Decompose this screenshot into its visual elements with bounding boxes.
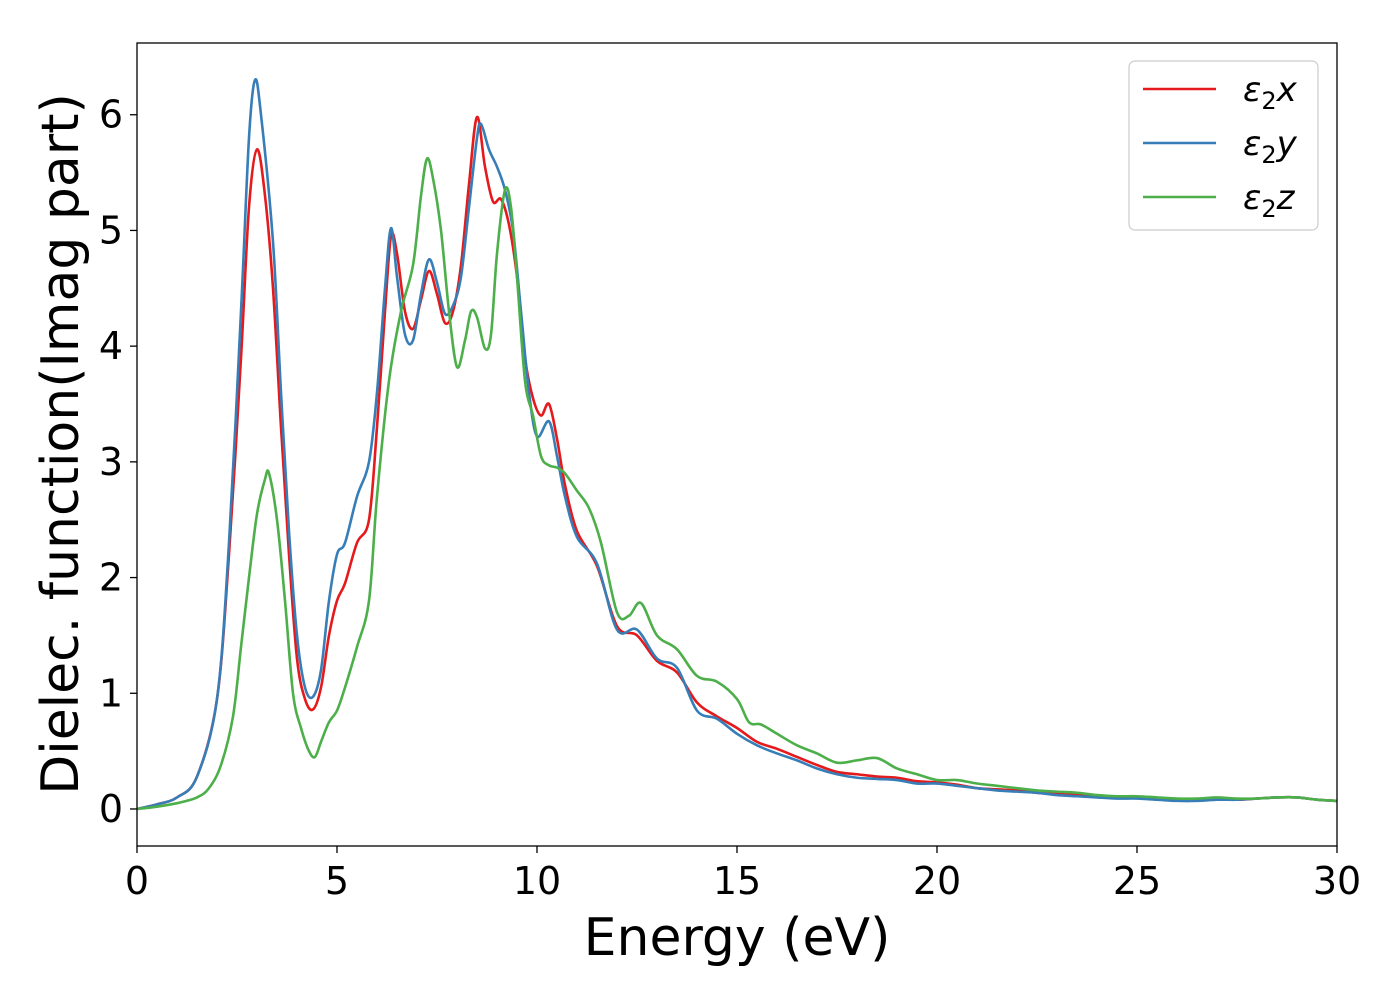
x-tick-label: 5 bbox=[325, 859, 349, 903]
y-axis-label: Dielec. function(Imag part) bbox=[31, 93, 91, 795]
x-tick-label: 15 bbox=[713, 859, 761, 903]
x-axis-ticks: 0 5 10 15 20 25 30 bbox=[125, 846, 1361, 903]
y-tick-label: 1 bbox=[99, 671, 123, 715]
y-tick-label: 5 bbox=[99, 208, 123, 252]
legend-label-y: ε2y bbox=[1243, 124, 1298, 169]
y-axis-ticks: 0 1 2 3 4 5 6 bbox=[99, 93, 137, 831]
plot-lines bbox=[137, 78, 1337, 811]
y-tick-label: 3 bbox=[99, 440, 123, 484]
x-tick-label: 25 bbox=[1113, 859, 1161, 903]
series-line-z bbox=[137, 156, 1337, 811]
x-tick-label: 10 bbox=[513, 859, 561, 903]
x-tick-label: 20 bbox=[913, 859, 961, 903]
y-tick-label: 0 bbox=[99, 787, 123, 831]
legend-box bbox=[1128, 60, 1319, 231]
x-axis-label: Energy (eV) bbox=[584, 908, 891, 968]
legend-label-z: ε2z bbox=[1243, 178, 1296, 223]
y-tick-label: 6 bbox=[99, 93, 123, 137]
legend: ε2x ε2y ε2z bbox=[1128, 60, 1319, 231]
legend-label-x: ε2x bbox=[1243, 70, 1298, 115]
x-tick-label: 30 bbox=[1313, 859, 1361, 903]
y-tick-label: 4 bbox=[99, 324, 123, 368]
x-tick-label: 0 bbox=[125, 859, 149, 903]
y-tick-label: 2 bbox=[99, 556, 123, 600]
